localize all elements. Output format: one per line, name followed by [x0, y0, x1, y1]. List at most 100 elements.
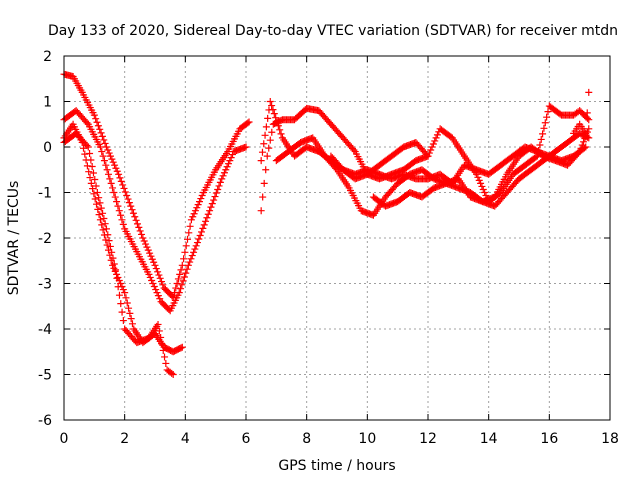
data-point [87, 156, 95, 164]
data-point [269, 106, 277, 114]
series-trace-9 [327, 143, 590, 187]
data-point [129, 209, 137, 217]
data-point [582, 129, 590, 137]
data-point [108, 248, 116, 256]
data-point [208, 200, 216, 208]
data-point [102, 143, 110, 151]
data-point [539, 130, 547, 138]
data-point [242, 143, 250, 151]
data-point [180, 273, 188, 281]
data-point [474, 173, 482, 181]
axis-ticks [63, 55, 611, 421]
data-point [110, 260, 118, 268]
data-point [432, 134, 440, 142]
data-point [190, 210, 198, 218]
data-point [147, 252, 155, 260]
data-point [204, 210, 212, 218]
data-point [115, 170, 123, 178]
data-point [199, 224, 207, 232]
data-point [96, 125, 104, 133]
data-point [189, 213, 197, 221]
data-point [81, 150, 89, 158]
data-point [270, 110, 278, 118]
data-point [257, 207, 265, 215]
x-tick-label: 16 [540, 431, 558, 447]
data-point [110, 189, 118, 196]
data-point [428, 143, 436, 151]
data-point [126, 309, 134, 317]
data-point [142, 240, 150, 248]
x-tick-label: 10 [358, 431, 376, 447]
data-point [173, 280, 181, 287]
data-point [427, 146, 435, 154]
data-point [198, 192, 206, 200]
data-point [96, 216, 104, 224]
data-point [244, 119, 252, 127]
data-point [105, 149, 113, 157]
data-point [112, 266, 120, 274]
data-point [83, 162, 91, 170]
data-point [158, 278, 165, 286]
y-tick-label: -3 [38, 277, 52, 293]
data-point [276, 126, 284, 134]
data-point [184, 261, 192, 269]
data-point [101, 220, 109, 228]
data-point [97, 129, 105, 137]
data-point [176, 270, 184, 278]
x-tick-label: 12 [419, 431, 437, 447]
data-point [155, 327, 163, 335]
data-point [98, 148, 106, 156]
data-point [90, 111, 98, 119]
data-point [190, 248, 198, 256]
series-trace-1 [60, 70, 253, 301]
data-point [264, 114, 272, 122]
data-point [159, 346, 167, 354]
data-point [207, 203, 215, 211]
data-point [536, 141, 544, 149]
data-point [585, 88, 593, 96]
data-point [543, 113, 551, 121]
data-point [107, 152, 115, 160]
data-point [117, 211, 125, 219]
data-point [433, 131, 441, 139]
data-point [202, 217, 210, 225]
series-trace-2 [60, 107, 250, 315]
data-point [94, 122, 102, 130]
data-point [90, 190, 98, 198]
data-point [257, 157, 265, 165]
chart-title: Day 133 of 2020, Sidereal Day-to-day VTE… [48, 23, 618, 39]
x-tick-label: 18 [601, 431, 619, 447]
data-point [104, 231, 112, 239]
data-point [104, 146, 112, 154]
data-point [183, 265, 191, 273]
data-point [119, 181, 127, 189]
data-point [154, 320, 162, 328]
data-point [99, 226, 107, 234]
data-point [263, 152, 271, 160]
data-point [83, 141, 91, 149]
data-point [169, 371, 177, 378]
data-point [215, 182, 223, 190]
data-point [109, 254, 117, 262]
data-point [168, 369, 176, 377]
x-tick-label: 0 [60, 431, 69, 447]
data-point [103, 241, 111, 249]
data-point [113, 167, 121, 175]
data-point [429, 140, 437, 148]
data-point [105, 237, 113, 245]
data-point [532, 153, 540, 161]
data-point [114, 283, 122, 291]
data-point [146, 273, 154, 281]
data-point [177, 285, 185, 293]
data-point [95, 211, 103, 219]
data-point [580, 144, 588, 152]
data-point [177, 266, 185, 274]
data-point [125, 304, 133, 312]
data-point [104, 170, 112, 178]
series-trace-7 [272, 129, 593, 219]
data-point [106, 175, 114, 183]
data-point [162, 359, 170, 367]
data-point [112, 164, 120, 172]
data-point [131, 213, 139, 221]
data-point [136, 227, 144, 235]
